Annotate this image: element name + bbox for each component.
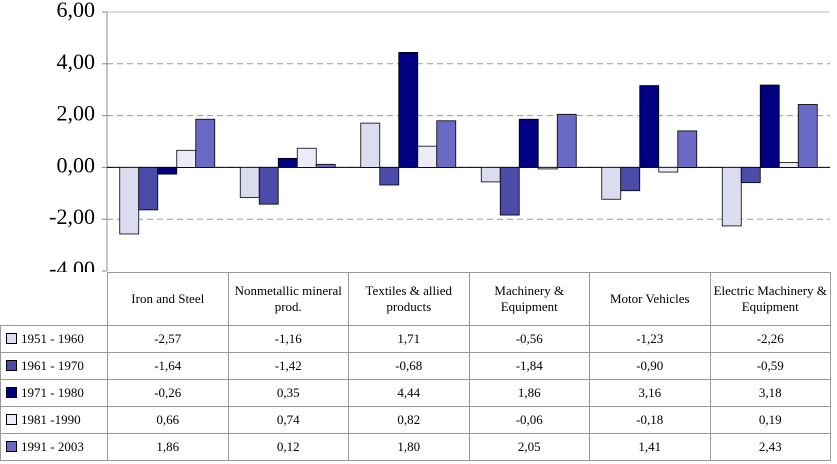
value-label: 0,74: [227, 406, 349, 434]
bar: [360, 122, 381, 168]
y-tick-label: 6,00: [57, 0, 96, 22]
y-tick-label: -4,00: [49, 256, 95, 272]
value-label: 4,44: [348, 379, 470, 407]
value-label: 0,12: [227, 433, 349, 461]
value-label: 0,19: [709, 406, 831, 434]
value-label: -0,06: [468, 406, 590, 434]
bar: [537, 166, 558, 170]
bar: [797, 104, 818, 168]
y-tick-label: 0,00: [57, 152, 96, 177]
series-row: 1981 -1990 0,66 0,74 0,82 -0,06 -0,18 0,19: [0, 406, 831, 434]
series-row: 1971 - 1980 -0,26 0,35 4,44 1,86 3,16 3,18: [0, 379, 831, 407]
value-label: 1,71: [348, 325, 470, 353]
legend-swatch: [6, 414, 17, 425]
legend-label: 1971 - 1980: [21, 385, 84, 400]
bar: [620, 166, 641, 192]
category-label: Motor Vehicles: [589, 272, 711, 326]
bar: [759, 84, 780, 168]
y-tick-label: 2,00: [57, 101, 96, 126]
legend-label: 1951 - 1960: [21, 331, 84, 346]
value-label: 1,41: [589, 433, 711, 461]
value-label: 0,35: [227, 379, 349, 407]
bar: [195, 118, 216, 168]
bar: [157, 166, 178, 175]
value-label: 1,86: [107, 433, 229, 461]
bar: [677, 130, 698, 168]
series-row: 1991 - 2003 1,86 0,12 1,80 2,05 1,41 2,43: [0, 433, 831, 461]
value-label: -0,18: [589, 406, 711, 434]
category-label: Machinery & Equipment: [468, 272, 590, 326]
bar: [119, 166, 140, 235]
data-table: Iron and Steel Nonmetallic mineral prod. T…: [0, 272, 831, 461]
bar: [658, 166, 679, 173]
value-label: 3,18: [709, 379, 831, 407]
bar: [296, 147, 317, 168]
blank-cell: [1, 273, 108, 326]
bar: [315, 163, 336, 168]
bar: [556, 113, 577, 168]
value-label: 2,05: [468, 433, 590, 461]
series-row: 1951 - 1960 -2,57 -1,16 1,71 -0,56 -1,23 -2,26: [0, 325, 831, 353]
legend-label: 1981 -1990: [21, 412, 81, 427]
header-row: Iron and Steel Nonmetallic mineral prod. T…: [1, 272, 831, 326]
value-label: -2,26: [709, 325, 831, 353]
category-label: Nonmetallic mineral prod.: [227, 272, 349, 326]
series-row: 1961 - 1970 -1,64 -1,42 -0,68 -1,84 -0,90 -0,5…: [0, 352, 831, 380]
category-label: Textiles & allied products: [348, 272, 470, 326]
value-label: 1,80: [348, 433, 470, 461]
chart: -4,00 -2,00 0,00 2,00 4,00 6,00: [49, 0, 830, 272]
bar: [398, 52, 419, 168]
bar: [138, 166, 159, 211]
value-label: 3,16: [589, 379, 711, 407]
value-label: -0,26: [107, 379, 229, 407]
bar: [239, 166, 260, 198]
category-label: Electric Machinery & Equipment: [709, 272, 831, 326]
y-tick-label: 4,00: [57, 49, 96, 74]
bar: [601, 166, 622, 200]
bar: [176, 149, 197, 168]
value-label: -0,68: [348, 352, 470, 380]
bar: [740, 166, 761, 184]
bar: [258, 166, 279, 205]
value-label: -1,16: [227, 325, 349, 353]
value-label: -1,64: [107, 352, 229, 380]
value-label: 0,66: [107, 406, 229, 434]
bar: [778, 162, 799, 168]
legend-label: 1961 - 1970: [21, 358, 84, 373]
legend-swatch: [6, 387, 17, 398]
legend-swatch: [6, 360, 17, 371]
bar: [277, 157, 298, 168]
value-label: -1,84: [468, 352, 590, 380]
legend-cell: 1961 - 1970: [0, 352, 108, 380]
y-tick-label: -2,00: [49, 204, 95, 229]
legend-swatch: [6, 333, 17, 344]
legend-swatch: [6, 441, 17, 452]
bar: [379, 166, 400, 186]
value-label: -0,90: [589, 352, 711, 380]
bar: [480, 166, 501, 183]
value-label: -0,59: [709, 352, 831, 380]
value-label: -1,42: [227, 352, 349, 380]
value-label: 0,82: [348, 406, 470, 434]
bar: [518, 118, 539, 168]
bar: [499, 166, 520, 216]
bar: [436, 120, 457, 168]
legend-label: 1991 - 2003: [21, 439, 84, 454]
legend-cell: 1991 - 2003: [0, 433, 108, 461]
bar: [721, 166, 742, 227]
value-label: 1,86: [468, 379, 590, 407]
bar: [417, 145, 438, 168]
legend-cell: 1951 - 1960: [0, 325, 108, 353]
value-label: 2,43: [709, 433, 831, 461]
category-label: Iron and Steel: [107, 272, 229, 326]
value-label: -1,23: [589, 325, 711, 353]
bar: [639, 85, 660, 168]
legend-cell: 1981 -1990: [0, 406, 108, 434]
legend-cell: 1971 - 1980: [0, 379, 108, 407]
value-label: -2,57: [107, 325, 229, 353]
value-label: -0,56: [468, 325, 590, 353]
